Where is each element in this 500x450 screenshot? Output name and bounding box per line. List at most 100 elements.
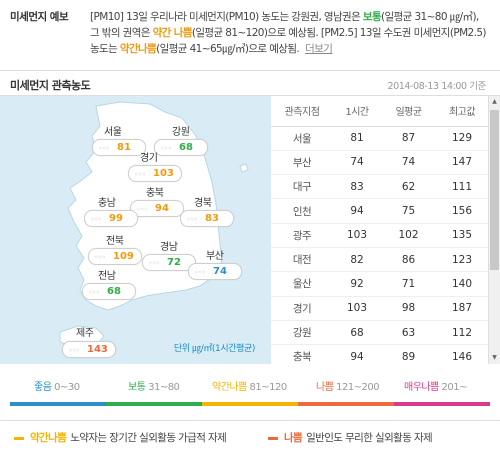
station-name: 강원: [271, 320, 333, 346]
region-value-chungnam[interactable]: ◦◦◦ 99: [84, 210, 138, 227]
table-scrollbar[interactable]: ▲ ▼: [488, 96, 500, 364]
note-level: 나쁨: [284, 432, 303, 444]
korea-map-shape: [59, 101, 249, 349]
region-value-gyeonggi[interactable]: ◦◦◦ 103: [128, 165, 182, 182]
value-max: 147: [436, 150, 488, 176]
forecast-text-3: (일평균 81~120)으로 예상됨. [PM2.5] 13일 수도권 미세먼지…: [90, 27, 487, 55]
table-row: 부산 74 74 147: [271, 150, 488, 176]
forecast-level-slightly-bad: 약간 나쁨: [152, 27, 193, 39]
value-daily-avg: 98: [381, 296, 436, 321]
more-link[interactable]: 더보기: [305, 43, 333, 55]
region-value-gangwon[interactable]: ◦◦◦ 68: [154, 139, 208, 156]
table-row: 서울 81 87 129: [271, 126, 488, 151]
forecast-panel: 미세먼지 예보 [PM10] 13일 우리나라 미세먼지(PM10) 농도는 강…: [0, 0, 500, 64]
header-daily-avg: 일평균: [381, 96, 436, 127]
region-label-seoul: 서울: [104, 127, 122, 138]
value-1hour: 103: [333, 296, 381, 321]
section-title: 미세먼지 관측농도: [10, 79, 91, 92]
guidance-notes: 약간나쁨 노약자는 장기간 실외활동 가급적 자제 나쁨 일반인도 무리한 실외활동…: [0, 420, 500, 450]
scroll-thumb[interactable]: [490, 110, 499, 270]
region-value-chungbuk[interactable]: ◦◦◦ 94: [130, 200, 184, 217]
region-label-gyeongbuk: 경북: [194, 198, 212, 209]
forecast-level-normal: 보통: [362, 11, 382, 23]
station-name: 충북: [271, 344, 333, 364]
value-max: 156: [436, 198, 488, 224]
note-slightly-bad: 약간나쁨 노약자는 장기간 실외활동 가급적 자제: [14, 430, 227, 445]
value-1hour: 94: [333, 198, 381, 224]
region-value-busan[interactable]: ◦◦◦ 74: [188, 263, 242, 280]
table-row: 광주 103 102 135: [271, 223, 488, 248]
region-label-jeju: 제주: [76, 328, 94, 339]
legend-bar-bad: [298, 402, 394, 406]
value-max: 111: [436, 174, 488, 200]
value-max: 112: [436, 320, 488, 346]
value-max: 123: [436, 247, 488, 273]
table-row: 대전 82 86 123: [271, 247, 488, 273]
region-label-gangwon: 강원: [172, 127, 190, 138]
unit-note: 단위 ㎍/㎥(1시간평균): [173, 344, 256, 354]
table-row: 경기 103 98 187: [271, 296, 488, 321]
legend-bar-good: [10, 402, 106, 406]
value-daily-avg: 75: [381, 198, 436, 224]
scroll-down-arrow-icon[interactable]: ▼: [492, 354, 497, 361]
region-value-seoul[interactable]: ◦◦◦ 81: [92, 139, 146, 156]
legend-slightly-bad: 약간나쁨 81~120: [212, 382, 287, 393]
note-level: 약간나쁨: [30, 432, 67, 444]
note-bad: 나쁨 일반인도 무리한 실외활동 자제: [268, 430, 433, 445]
value-1hour: 82: [333, 247, 381, 273]
region-label-chungbuk: 충북: [146, 188, 164, 199]
dust-map: 서울 ◦◦◦ 81 강원 ◦◦◦ 68 경기 ◦◦◦ 103 충북 ◦◦◦ 94 충남 …: [0, 96, 271, 364]
legend-bad: 나쁨 121~200: [316, 382, 380, 393]
region-value-jeonnam[interactable]: ◦◦◦ 68: [82, 283, 136, 300]
value-daily-avg: 62: [381, 174, 436, 200]
forecast-text-4: (일평균 41~65㎍/㎥)으로 예상됨.: [156, 43, 300, 55]
region-value-jeju[interactable]: ◦◦◦ 143: [62, 341, 116, 358]
region-label-jeonnam: 전남: [98, 271, 116, 282]
header-max: 최고값: [436, 96, 488, 127]
header-1hour: 1시간: [333, 96, 381, 127]
station-table[interactable]: 관측지점 1시간 일평균 최고값 서울 81 87 129 부산 74 74 147 대구 8…: [271, 96, 488, 364]
value-daily-avg: 102: [381, 223, 436, 248]
value-daily-avg: 87: [381, 126, 436, 151]
observation-time: 2014-08-13 14:00 기준: [387, 81, 486, 92]
forecast-text-2: (일평균 31~80 ㎍/㎥), 그 밖의 권역은: [90, 11, 479, 39]
scroll-up-arrow-icon[interactable]: ▲: [492, 98, 497, 105]
note-text: 일반인도 무리한 실외활동 자제: [306, 432, 433, 444]
value-1hour: 83: [333, 174, 381, 200]
station-name: 울산: [271, 271, 333, 297]
region-label-chungnam: 충남: [98, 198, 116, 209]
value-1hour: 92: [333, 271, 381, 297]
value-daily-avg: 71: [381, 271, 436, 297]
value-daily-avg: 63: [381, 320, 436, 346]
region-value-jeonbuk[interactable]: ◦◦◦ 109: [88, 248, 142, 265]
region-value-gyeongbuk[interactable]: ◦◦◦ 83: [180, 210, 234, 227]
region-value-gyeongnam[interactable]: ◦◦◦ 72: [142, 254, 196, 271]
station-name: 경기: [271, 296, 333, 321]
value-max: 187: [436, 296, 488, 321]
table-row: 강원 68 63 112: [271, 320, 488, 346]
legend-bar-normal: [106, 402, 202, 406]
value-max: 129: [436, 126, 488, 151]
table-row: 인천 94 75 156: [271, 198, 488, 224]
legend-very-bad: 매우나쁨 201~: [404, 382, 467, 393]
value-1hour: 68: [333, 320, 381, 346]
value-daily-avg: 86: [381, 247, 436, 273]
value-1hour: 74: [333, 150, 381, 176]
header-station: 관측지점: [271, 96, 333, 127]
value-max: 146: [436, 344, 488, 364]
table-header-row: 관측지점 1시간 일평균 최고값: [271, 96, 488, 127]
legend-good: 좋음 0~30: [34, 382, 80, 393]
value-max: 140: [436, 271, 488, 297]
legend-normal: 보통 31~80: [128, 382, 180, 393]
legend-bar-slightly-bad: [202, 402, 298, 406]
station-name: 대구: [271, 174, 333, 200]
legend-bar-very-bad: [394, 402, 490, 406]
station-name: 대전: [271, 247, 333, 273]
forecast-title: 미세먼지 예보: [10, 11, 69, 23]
table-row: 충북 94 89 146: [271, 344, 488, 364]
value-1hour: 81: [333, 126, 381, 151]
station-name: 광주: [271, 223, 333, 248]
region-label-jeonbuk: 전북: [106, 236, 124, 247]
value-daily-avg: 74: [381, 150, 436, 176]
forecast-level-pm25: 약간나쁨: [119, 43, 157, 55]
